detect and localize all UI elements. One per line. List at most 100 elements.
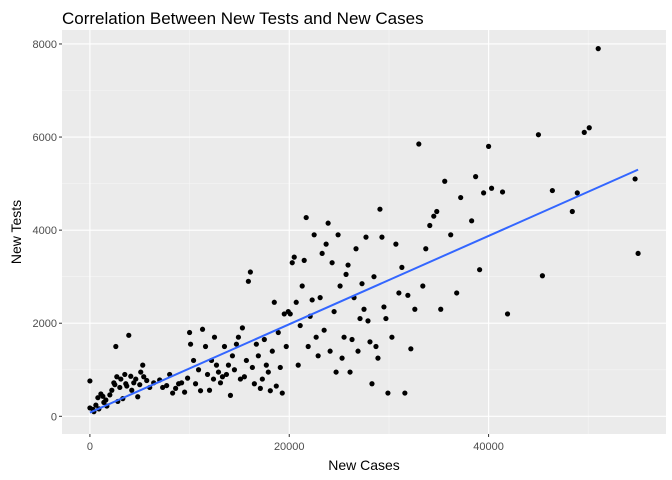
data-point — [359, 281, 365, 287]
data-point — [305, 343, 311, 350]
data-point — [112, 382, 118, 388]
x-axis-title: New Cases — [328, 457, 400, 473]
x-tick-label: 0 — [87, 441, 93, 453]
data-point — [243, 357, 249, 364]
data-point — [269, 348, 275, 354]
data-point — [235, 334, 242, 340]
data-point — [199, 326, 206, 332]
data-point — [211, 334, 218, 340]
data-point — [271, 299, 277, 305]
data-point — [281, 311, 287, 317]
data-point — [233, 341, 240, 347]
data-point — [229, 353, 236, 359]
data-point — [247, 269, 253, 275]
data-point — [569, 208, 575, 215]
data-point — [355, 348, 361, 354]
y-axis-title: New Tests — [8, 200, 24, 264]
x-axis: 0 20000 40000 — [87, 434, 504, 453]
data-point — [357, 315, 363, 322]
data-point — [402, 390, 408, 396]
data-point — [373, 343, 379, 350]
data-point — [365, 318, 371, 324]
data-point — [241, 374, 247, 380]
y-tick-label: 4000 — [33, 225, 57, 237]
data-point — [488, 185, 495, 191]
data-point — [237, 376, 244, 382]
data-point — [181, 389, 188, 395]
chart-title: Correlation Between New Tests and New Ca… — [62, 9, 424, 28]
data-point — [349, 336, 355, 343]
data-point — [187, 341, 194, 347]
data-point — [126, 332, 132, 338]
data-point — [95, 395, 101, 401]
data-point — [160, 384, 166, 391]
data-point — [416, 141, 422, 147]
data-point — [223, 371, 230, 378]
data-point — [239, 325, 246, 331]
data-point — [309, 297, 315, 303]
data-point — [225, 362, 232, 368]
data-point — [184, 375, 191, 381]
data-point — [118, 376, 124, 382]
data-point — [393, 241, 399, 247]
data-point — [396, 290, 402, 296]
data-point — [249, 364, 255, 371]
data-point — [423, 246, 429, 252]
data-point — [221, 343, 228, 350]
data-point — [297, 322, 303, 329]
y-tick-label: 0 — [51, 411, 57, 423]
y-tick-label: 2000 — [33, 318, 57, 330]
data-point — [367, 339, 373, 345]
y-axis: 0 2000 4000 6000 8000 — [33, 39, 62, 423]
data-point — [345, 262, 351, 268]
data-point — [469, 218, 475, 224]
data-point — [412, 306, 418, 312]
data-point — [135, 394, 141, 400]
data-point — [477, 267, 483, 273]
data-point — [315, 353, 321, 359]
data-point — [137, 382, 143, 388]
data-point — [353, 246, 359, 252]
data-point — [405, 292, 411, 298]
data-point — [219, 374, 226, 380]
data-point — [287, 311, 293, 317]
x-tick-label: 40000 — [473, 441, 504, 453]
data-point — [170, 390, 176, 396]
y-tick-label: 6000 — [33, 132, 57, 144]
data-point — [192, 381, 199, 387]
data-point — [385, 390, 391, 396]
data-point — [103, 397, 109, 403]
data-point — [341, 334, 347, 340]
data-point — [275, 329, 281, 336]
data-point — [399, 264, 405, 270]
data-point — [317, 295, 323, 301]
data-point — [279, 390, 285, 396]
data-point — [100, 393, 106, 399]
data-point — [245, 278, 251, 284]
data-point — [586, 125, 592, 131]
data-point — [481, 190, 487, 196]
data-point — [253, 341, 259, 347]
data-point — [231, 367, 238, 373]
data-point — [197, 388, 204, 394]
data-point — [93, 402, 99, 408]
data-point — [179, 380, 185, 386]
data-point — [273, 383, 279, 389]
data-point — [291, 254, 297, 260]
data-point — [363, 234, 369, 240]
data-point — [299, 283, 305, 289]
data-point — [499, 189, 506, 195]
data-point — [539, 273, 546, 279]
data-point — [259, 376, 265, 382]
data-point — [454, 290, 460, 296]
data-point — [128, 373, 134, 379]
data-point — [343, 271, 349, 277]
data-point — [448, 232, 454, 238]
trend-line-group — [89, 168, 639, 414]
data-point — [379, 234, 385, 240]
data-point — [347, 369, 353, 375]
data-point — [138, 369, 144, 375]
data-point — [323, 241, 329, 247]
data-point — [117, 384, 123, 391]
data-point — [204, 371, 211, 378]
